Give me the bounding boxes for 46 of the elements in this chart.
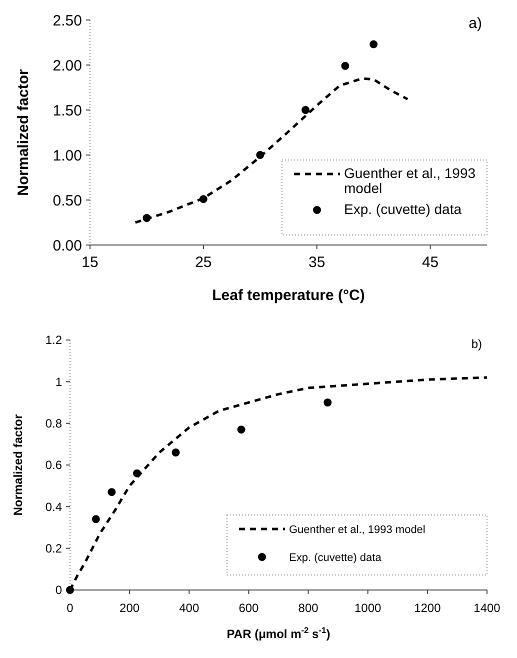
y-tick-label: 2.50 <box>52 12 82 30</box>
y-tick-label: 0.50 <box>52 192 82 210</box>
annotation: b) <box>471 337 482 351</box>
point <box>108 488 116 496</box>
x-tick-label: 600 <box>238 601 260 615</box>
x-tick-label: 400 <box>179 601 200 615</box>
y-axis-title: Normalized factor <box>11 414 25 516</box>
point <box>324 398 332 406</box>
x-axis-title: Leaf temperature (°C) <box>212 287 365 304</box>
point <box>302 106 310 114</box>
point <box>133 469 142 478</box>
y-tick-label: 1.2 <box>45 333 62 348</box>
legend-label: Exp. (cuvette) data <box>289 552 382 564</box>
point <box>92 515 100 524</box>
y-tick-label: 2.00 <box>52 57 82 74</box>
legend-label: Guenther et al., 1993 model <box>289 524 426 536</box>
point <box>199 195 208 204</box>
annotation: a) <box>468 15 482 32</box>
y-tick-label: 1.00 <box>52 147 82 164</box>
x-tick-label: 1200 <box>414 601 442 615</box>
x-tick-label: 45 <box>422 254 439 271</box>
x-tick-label: 200 <box>120 601 140 615</box>
y-axis-title: Normalized factor <box>15 68 32 196</box>
point <box>172 448 180 456</box>
y-tick-label: 0.6 <box>45 458 62 472</box>
legend-label: Exp. (cuvette) data <box>344 201 462 217</box>
x-tick-label: 800 <box>298 601 319 615</box>
point <box>370 40 378 48</box>
y-tick-label: 1.50 <box>52 102 82 120</box>
x-tick-label: 35 <box>308 254 326 271</box>
x-tick-label: 25 <box>195 254 212 271</box>
x-tick-label: 1400 <box>474 601 501 615</box>
y-tick-label: 0.4 <box>45 500 62 514</box>
y-tick-label: 1 <box>55 374 62 389</box>
point <box>341 62 350 70</box>
legend-label: Guenther et al., 1993 model <box>344 165 476 196</box>
x-tick-label: 15 <box>82 254 98 271</box>
point <box>142 214 151 222</box>
y-tick-label: 0 <box>55 583 62 598</box>
y-tick-label: 0.2 <box>45 542 62 556</box>
point <box>256 151 264 159</box>
point <box>237 426 246 434</box>
x-tick-label: 1000 <box>354 601 382 615</box>
y-tick-label: 0.00 <box>52 237 82 254</box>
x-axis-title: PAR (μmol m$^{-2}$ s$^{-1}$) <box>226 625 330 641</box>
y-tick-label: 0.8 <box>45 416 62 431</box>
